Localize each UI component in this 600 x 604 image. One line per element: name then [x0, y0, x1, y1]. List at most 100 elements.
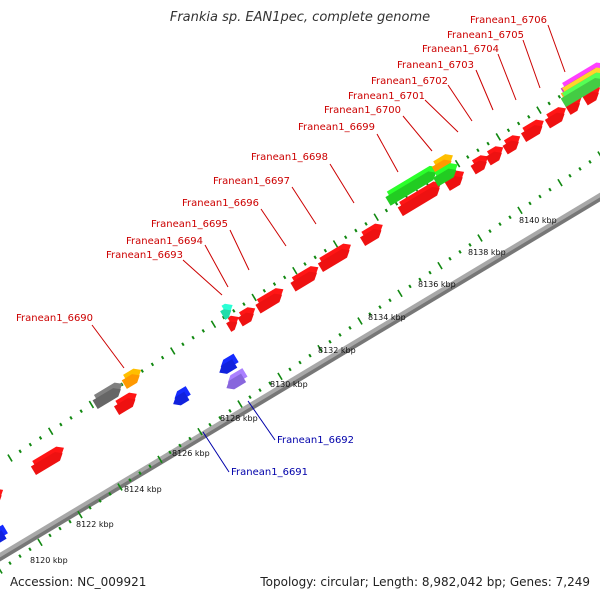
- forward-gene[interactable]: [396, 178, 446, 217]
- gene-front-face: [544, 112, 565, 129]
- forward-gene-label[interactable]: Franean1_6698: [251, 152, 328, 163]
- scale-label: 8134 kbp: [368, 313, 406, 322]
- teal-gene[interactable]: [218, 301, 237, 320]
- tick-mark: [357, 317, 363, 325]
- forward-gene-label[interactable]: Franean1_6696: [182, 198, 259, 209]
- rrna-gene-2[interactable]: [431, 160, 462, 187]
- tick-mark: [268, 381, 272, 386]
- tick-mark: [354, 228, 358, 233]
- tick-mark: [59, 422, 63, 427]
- tick-mark: [527, 114, 531, 119]
- scale-label: 8120 kbp: [30, 556, 68, 565]
- tick-mark: [348, 326, 352, 330]
- tick-mark: [448, 256, 452, 261]
- forward-gene-label[interactable]: Franean1_6700: [324, 105, 401, 116]
- tick-mark: [262, 288, 266, 293]
- tick-mark: [323, 248, 328, 253]
- tick-mark: [8, 561, 12, 565]
- forward-gene-label[interactable]: Franean1_6704: [422, 44, 499, 55]
- forward-gene-label[interactable]: Franean1_6703: [397, 60, 474, 71]
- green-gene[interactable]: [559, 69, 600, 108]
- tick-mark: [364, 221, 368, 226]
- tick-mark: [378, 305, 382, 310]
- tick-mark: [237, 400, 243, 408]
- tick-mark: [48, 533, 52, 538]
- gene-front-face: [359, 229, 382, 246]
- gene-leader-line: [402, 115, 433, 152]
- tick-mark: [168, 450, 172, 455]
- tick-mark: [210, 320, 217, 329]
- tick-mark: [498, 222, 502, 227]
- forward-gene-label[interactable]: Franean1_6694: [126, 236, 203, 247]
- forward-gene-label[interactable]: Franean1_6693: [106, 250, 183, 261]
- tick-mark: [332, 240, 339, 248]
- tick-mark: [588, 160, 592, 164]
- tick-mark: [277, 372, 283, 381]
- forward-gene[interactable]: [112, 390, 141, 415]
- forward-gene[interactable]: [316, 240, 356, 273]
- tick-mark: [77, 510, 83, 519]
- tick-mark: [232, 308, 236, 313]
- gene-front-face: [385, 171, 437, 206]
- forward-gene[interactable]: [543, 104, 571, 129]
- forward-gene[interactable]: [469, 152, 493, 175]
- tick-mark: [328, 339, 332, 344]
- tick-mark: [466, 155, 470, 159]
- tick-mark: [221, 315, 226, 320]
- genome-title: Frankia sp. EAN1pec, complete genome: [0, 10, 600, 25]
- gray-gene[interactable]: [91, 380, 127, 410]
- gene-leader-line: [229, 229, 250, 271]
- tick-mark: [468, 243, 472, 247]
- scale-label: 8126 kbp: [172, 449, 210, 458]
- reverse-gene[interactable]: [169, 386, 193, 408]
- forward-gene[interactable]: [29, 443, 69, 476]
- rrna-gene[interactable]: [383, 163, 442, 206]
- gene-front-face: [582, 91, 599, 106]
- reverse-gene[interactable]: [0, 524, 10, 546]
- reverse-gene-label[interactable]: Franean1_6691: [231, 467, 308, 478]
- tick-mark: [298, 360, 302, 365]
- tick-mark: [557, 94, 561, 99]
- forward-gene-label[interactable]: Franean1_6706: [470, 15, 547, 26]
- gene-front-face: [397, 186, 440, 217]
- forward-gene-label[interactable]: Franean1_6695: [151, 219, 228, 230]
- forward-gene-label[interactable]: Franean1_6699: [298, 122, 375, 133]
- tick-mark: [88, 505, 92, 510]
- forward-gene[interactable]: [519, 117, 548, 142]
- tick-mark: [308, 353, 312, 358]
- forward-gene[interactable]: [236, 304, 260, 327]
- forward-gene[interactable]: [288, 263, 323, 292]
- forward-gene[interactable]: [501, 132, 525, 155]
- forward-gene[interactable]: [0, 486, 8, 509]
- reverse-gene[interactable]: [215, 353, 241, 377]
- forward-gene-label[interactable]: Franean1_6701: [348, 91, 425, 102]
- gene-leader-line: [447, 84, 473, 122]
- forward-gene-label[interactable]: Franean1_6697: [213, 176, 290, 187]
- gene-front-face: [433, 168, 457, 187]
- tick-mark: [288, 367, 292, 372]
- gene-leader-line: [260, 208, 287, 247]
- scale-label: 8122 kbp: [76, 520, 114, 529]
- gene-leader-line: [204, 244, 229, 288]
- forward-gene-label[interactable]: Franean1_6702: [371, 76, 448, 87]
- tick-mark: [138, 471, 142, 476]
- gene-leader-line: [91, 324, 125, 369]
- tick-mark: [157, 455, 163, 464]
- forward-gene[interactable]: [358, 221, 387, 246]
- forward-gene[interactable]: [484, 143, 508, 166]
- tick-mark: [313, 255, 317, 260]
- gene-front-face: [0, 530, 7, 543]
- reverse-gene-lavender[interactable]: [222, 368, 250, 392]
- forward-gene-label[interactable]: Franean1_6690: [16, 313, 93, 324]
- tick-mark: [148, 464, 152, 469]
- tick-mark: [170, 347, 176, 355]
- tick-mark: [128, 478, 132, 482]
- tick-mark: [538, 194, 542, 199]
- forward-gene[interactable]: [224, 313, 243, 332]
- orange-gene[interactable]: [120, 366, 146, 389]
- forward-gene-label[interactable]: Franean1_6705: [447, 30, 524, 41]
- reverse-gene-label[interactable]: Franean1_6692: [277, 435, 354, 446]
- tick-mark: [408, 284, 412, 289]
- forward-gene[interactable]: [253, 285, 288, 314]
- tick-mark: [7, 454, 13, 462]
